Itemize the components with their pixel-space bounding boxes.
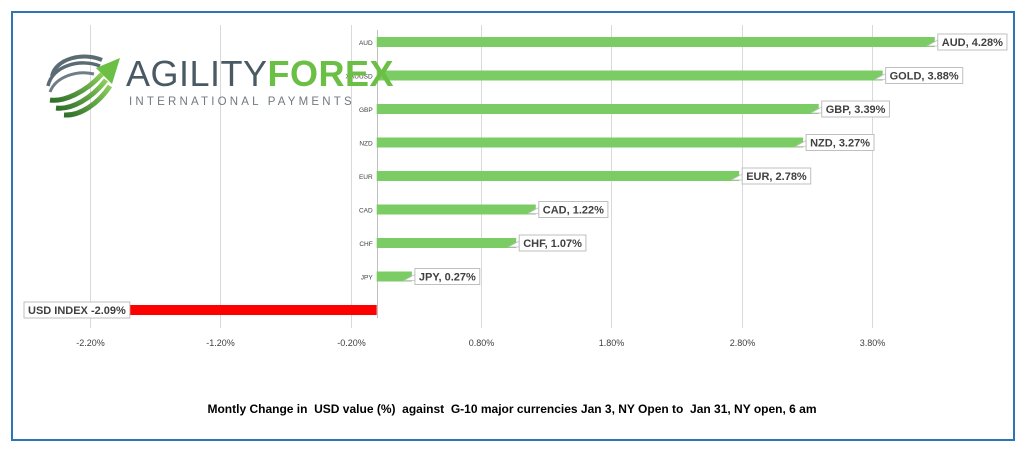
chart-caption: Montly Change in USD value (%) against G… [207,402,817,416]
data-label-box [414,268,481,285]
bar-eur [376,171,740,181]
x-tick-label: -0.20% [337,338,366,348]
logo-wordmark: AGILITYFOREX [126,56,394,92]
category-label: EUR [359,174,373,181]
bar-aud [376,37,935,47]
logo-subtitle: INTERNATIONAL PAYMENTS [129,96,355,108]
data-label-box [937,33,1008,51]
category-label: CAD [359,208,373,215]
agility-forex-logo: AGILITYFOREX INTERNATIONAL PAYMENTS [44,48,394,120]
data-label-box [518,234,587,252]
data-label-box [538,201,609,218]
bar-nzd [376,137,804,148]
bar-usd-index [104,305,377,315]
logo-word-agility: AGILITY [126,53,268,94]
bar-xauusd [376,70,883,81]
category-label: AUD [359,40,373,47]
data-label-box [821,100,890,118]
bar-gbp [376,104,819,114]
chart-frame [11,11,1015,441]
data-label: CAD, 1.22% [543,205,604,217]
category-label: JPY [361,275,374,282]
globe-arrow-icon [46,54,120,118]
x-tick-label: 0.80% [469,338,495,348]
x-tick-label: -1.20% [206,338,235,348]
data-label: JPY, 0.27% [419,272,476,284]
data-label-box [805,134,875,151]
x-tick-label: 1.80% [599,338,625,348]
data-label: NZD, 3.27% [810,138,870,150]
data-label: USD INDEX -2.09% [28,305,126,317]
logo-word-forex: FOREX [267,53,395,94]
bar-cad [376,204,536,215]
x-tick-label: -2.20% [76,338,105,348]
x-tick-label: 3.80% [860,338,886,348]
category-label: NZD [359,141,373,148]
data-label: GBP, 3.39% [826,104,886,116]
data-label: CHF, 1.07% [523,238,582,250]
data-label-box [23,301,131,319]
data-label-box [885,67,964,84]
category-label: GBP [359,107,373,114]
data-label: EUR, 2.78% [746,171,807,183]
data-label: AUD, 4.28% [942,37,1003,49]
bar-jpy [376,271,412,282]
x-tick-label: 2.80% [730,338,756,348]
category-label: CHF [359,241,372,248]
bar-chf [376,238,517,248]
data-label: GOLD, 3.88% [890,71,959,83]
category-label: XAUUSD [346,74,373,81]
data-label-box [741,167,812,185]
